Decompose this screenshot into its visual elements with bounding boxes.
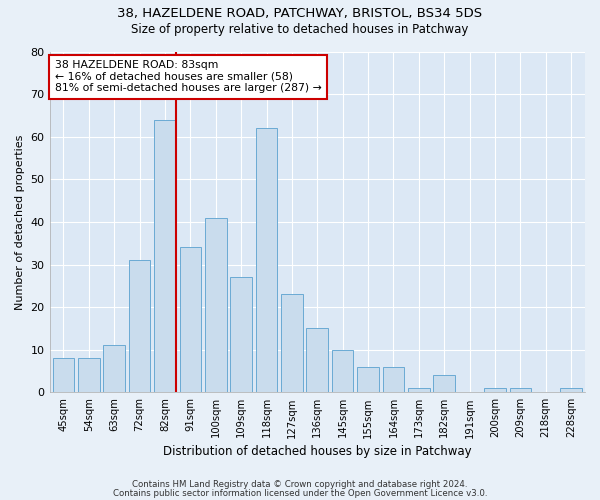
Bar <box>383 367 404 392</box>
Text: 38 HAZELDENE ROAD: 83sqm
← 16% of detached houses are smaller (58)
81% of semi-d: 38 HAZELDENE ROAD: 83sqm ← 16% of detach… <box>55 60 322 93</box>
Bar <box>78 358 100 392</box>
Text: Contains HM Land Registry data © Crown copyright and database right 2024.: Contains HM Land Registry data © Crown c… <box>132 480 468 489</box>
Text: 38, HAZELDENE ROAD, PATCHWAY, BRISTOL, BS34 5DS: 38, HAZELDENE ROAD, PATCHWAY, BRISTOL, B… <box>118 8 482 20</box>
Bar <box>281 294 302 392</box>
Bar <box>205 218 227 392</box>
Bar <box>256 128 277 392</box>
Bar <box>357 367 379 392</box>
Bar <box>103 346 125 393</box>
Text: Size of property relative to detached houses in Patchway: Size of property relative to detached ho… <box>131 22 469 36</box>
Bar <box>307 328 328 392</box>
Bar <box>129 260 151 392</box>
X-axis label: Distribution of detached houses by size in Patchway: Distribution of detached houses by size … <box>163 444 472 458</box>
Text: Contains public sector information licensed under the Open Government Licence v3: Contains public sector information licen… <box>113 489 487 498</box>
Bar <box>154 120 176 392</box>
Bar <box>408 388 430 392</box>
Bar <box>433 376 455 392</box>
Bar <box>509 388 531 392</box>
Bar <box>53 358 74 392</box>
Bar <box>179 248 201 392</box>
Bar <box>484 388 506 392</box>
Bar <box>332 350 353 393</box>
Bar <box>560 388 582 392</box>
Bar <box>230 278 252 392</box>
Y-axis label: Number of detached properties: Number of detached properties <box>15 134 25 310</box>
